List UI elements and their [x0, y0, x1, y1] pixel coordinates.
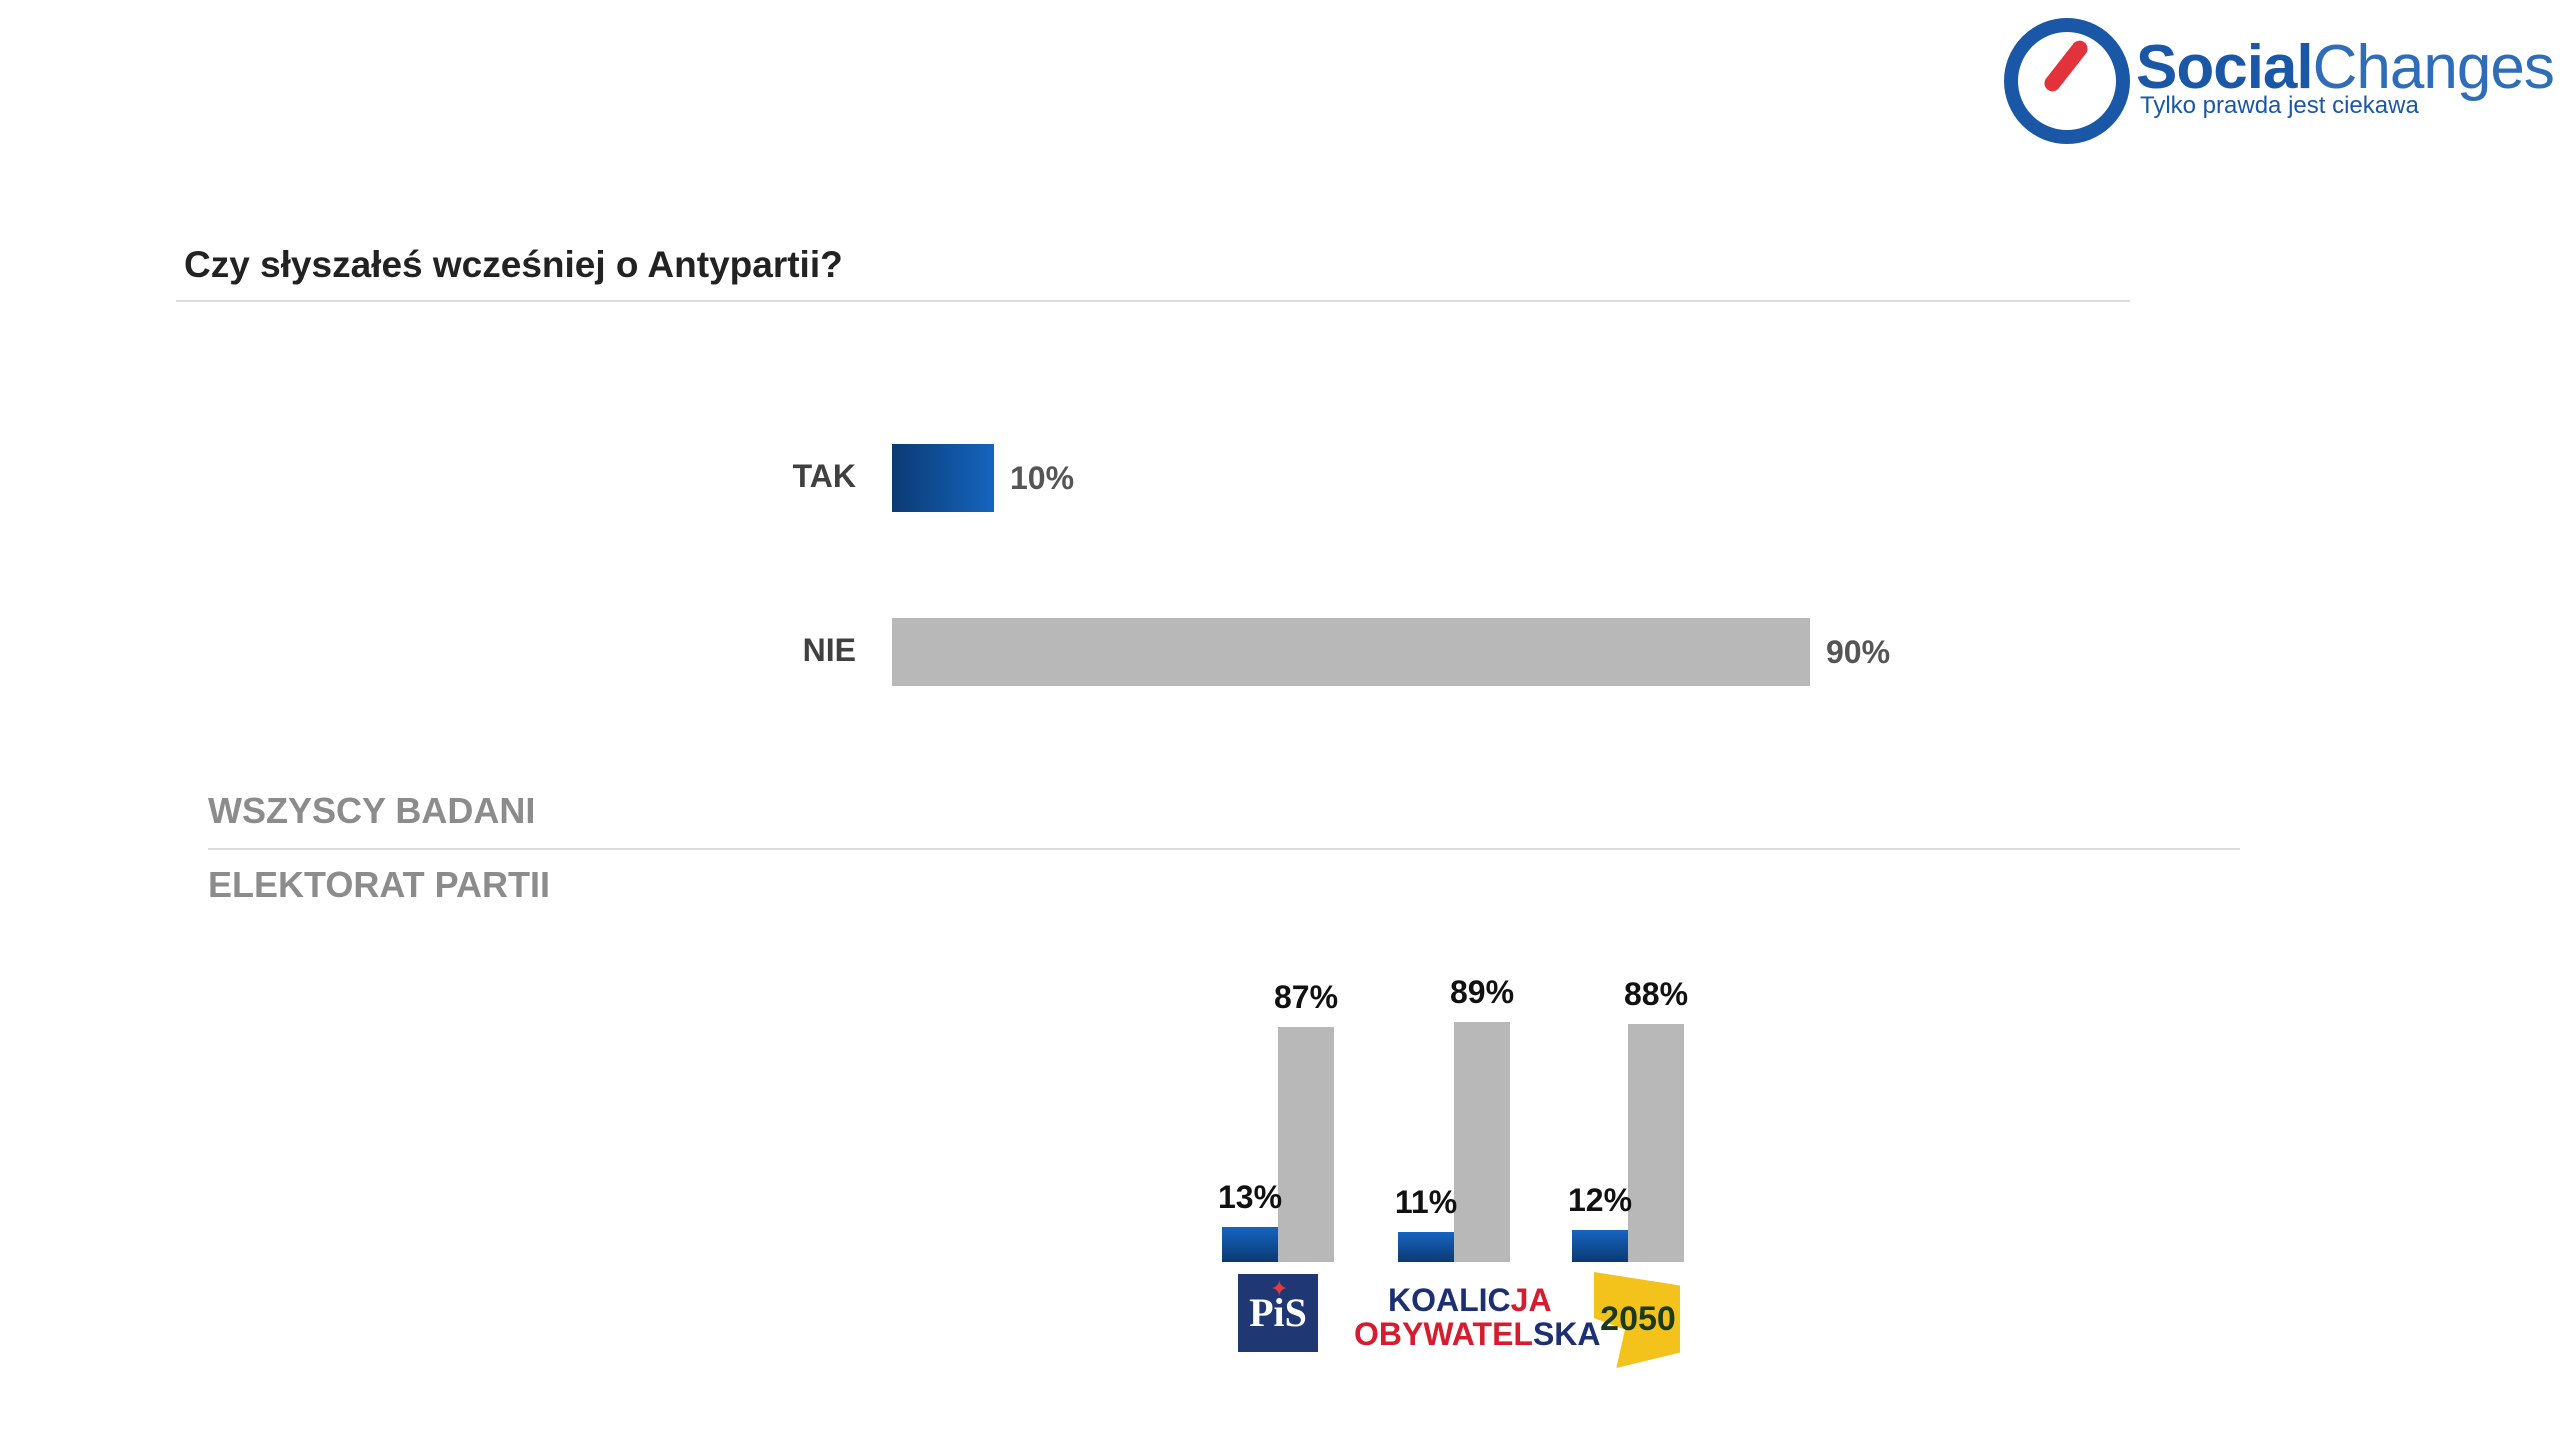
- bar-2050-nie: [1628, 1024, 1684, 1262]
- bar-pis-tak: [1222, 1226, 1278, 1262]
- section-divider: [208, 848, 2240, 850]
- bar-nie: [892, 618, 1810, 686]
- chart-title: Czy słyszałeś wcześniej o Antypartii?: [184, 244, 843, 285]
- bar-value-2050-nie: 88%: [1623, 976, 1689, 1013]
- pis-star-icon: ✦: [1270, 1276, 1289, 1301]
- ko-logo-line2-a: OBYWATEL: [1354, 1316, 1533, 1352]
- p2050-logo: 2050: [1600, 1300, 1676, 1338]
- bar-label-nie: NIE: [802, 632, 856, 668]
- bar-value-ko-tak: 11%: [1394, 1184, 1458, 1221]
- bar-tak: [892, 444, 994, 512]
- bar-value-tak: 10%: [1010, 460, 1075, 496]
- bar-label-tak: TAK: [792, 458, 856, 494]
- ko-logo-line1: KOALICJA: [1388, 1282, 1552, 1319]
- bar-ko-tak: [1398, 1232, 1454, 1262]
- bar-pis-nie: [1278, 1027, 1334, 1262]
- bar-value-pis-nie: 87%: [1273, 979, 1339, 1016]
- bar-2050-tak: [1572, 1229, 1628, 1262]
- ko-logo-line2-b: SKA: [1532, 1316, 1601, 1352]
- title-divider: [176, 300, 2130, 302]
- logo-circle: [2004, 18, 2130, 144]
- ko-logo-line1-b: JA: [1510, 1282, 1552, 1318]
- logo-name: SocialChanges: [2136, 32, 2555, 104]
- ko-logo-line2: OBYWATELSKA: [1354, 1316, 1601, 1353]
- pis-logo: PiS: [1238, 1274, 1318, 1352]
- bar-value-pis-tak: 13%: [1217, 1178, 1283, 1215]
- ko-logo-line1-a: KOALIC: [1388, 1282, 1511, 1318]
- bar-value-2050-tak: 12%: [1567, 1181, 1633, 1218]
- logo-name-bold: Social: [2136, 33, 2314, 102]
- bar-ko-nie: [1454, 1021, 1510, 1262]
- section-party-electorate: ELEKTORAT PARTII: [208, 864, 550, 905]
- section-all-respondents: WSZYSCY BADANI: [208, 790, 536, 831]
- bar-value-ko-nie: 89%: [1449, 973, 1515, 1010]
- logo-name-regular: Changes: [2312, 33, 2555, 102]
- logo-tagline: Tylko prawda jest ciekawa: [2140, 92, 2419, 119]
- bar-value-nie: 90%: [1826, 634, 1891, 670]
